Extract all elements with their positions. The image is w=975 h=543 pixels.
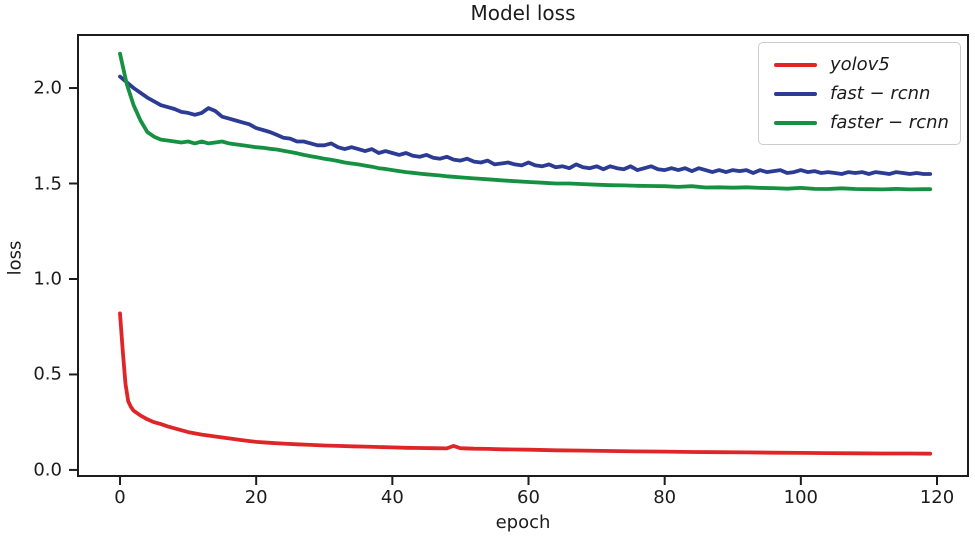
x-tick-label: 100 bbox=[783, 487, 819, 508]
y-tick-label: 1.0 bbox=[33, 268, 62, 290]
legend: yolov5 fast − rcnn faster − rcnn bbox=[758, 42, 961, 145]
x-tick-label: 20 bbox=[244, 487, 268, 508]
plot-frame bbox=[77, 34, 969, 477]
y-tick-label: 0.0 bbox=[33, 459, 62, 481]
legend-item-faster-rcnn: faster − rcnn bbox=[774, 112, 950, 133]
series-line-faster-rcnn bbox=[118, 51, 933, 192]
legend-label: faster − rcnn bbox=[830, 112, 949, 133]
chart-title: Model loss bbox=[470, 1, 576, 25]
x-tick-label: 120 bbox=[919, 487, 955, 508]
legend-line-swatch bbox=[774, 62, 817, 67]
legend-label: fast − rcnn bbox=[830, 83, 931, 104]
x-tick-label: 80 bbox=[653, 487, 677, 508]
y-tick-label: 0.5 bbox=[33, 363, 62, 385]
x-tick-label: 0 bbox=[114, 487, 126, 508]
legend-label: yolov5 bbox=[830, 54, 890, 75]
x-tick-label: 40 bbox=[380, 487, 404, 508]
x-tick-label: 60 bbox=[517, 487, 540, 508]
y-tick-label: 1.5 bbox=[33, 173, 62, 194]
y-tick-label: 2.0 bbox=[33, 77, 62, 99]
x-axis-label: epoch bbox=[495, 512, 551, 533]
series-line-fast-rcnn bbox=[118, 74, 933, 176]
legend-line-swatch bbox=[774, 91, 817, 96]
legend-item-yolov5: yolov5 bbox=[774, 54, 950, 75]
legend-line-swatch bbox=[774, 120, 817, 125]
legend-item-fast-rcnn: fast − rcnn bbox=[774, 83, 950, 104]
series-line-yolov5 bbox=[118, 311, 933, 456]
